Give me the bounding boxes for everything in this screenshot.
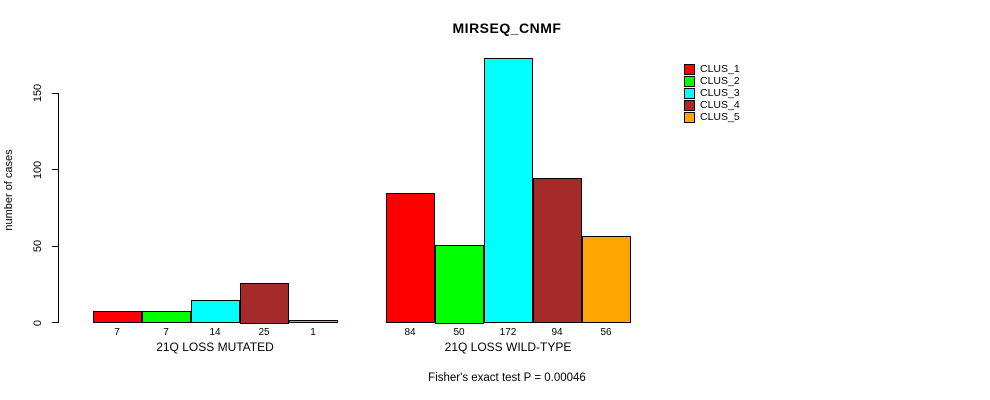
bar-group2-clus_2	[434, 245, 484, 324]
y-tick-label: 150	[32, 83, 44, 103]
y-axis-title: number of cases	[3, 149, 15, 231]
y-axis-line	[58, 93, 59, 323]
y-tick-label: 0	[32, 319, 44, 326]
bar-value-label: 14	[209, 327, 221, 338]
bar-value-label: 84	[404, 327, 416, 338]
legend-item: CLUS_2	[684, 75, 740, 87]
legend-swatch-icon	[684, 111, 695, 123]
legend-label: CLUS_4	[700, 99, 740, 111]
legend-label: CLUS_5	[700, 111, 740, 123]
group-label-1: 21Q LOSS MUTATED	[156, 340, 274, 354]
bar-group2-clus_4	[532, 177, 582, 324]
bar-group1-clus_4	[239, 283, 289, 324]
y-tick-mark	[52, 245, 59, 247]
group-label-2: 21Q LOSS WILD-TYPE	[444, 340, 572, 354]
bar-group1-clus_1	[92, 310, 142, 324]
y-tick-label: 100	[32, 160, 44, 179]
legend: CLUS_1 CLUS_2 CLUS_3 CLUS_4 CLUS_5	[684, 63, 740, 123]
legend-swatch-icon	[684, 87, 695, 99]
legend-item: CLUS_5	[684, 111, 740, 123]
bar-value-label: 1	[310, 327, 316, 338]
bar-value-label: 7	[114, 327, 120, 338]
bar-group2-clus_3	[483, 58, 533, 324]
bar-value-label: 94	[551, 327, 563, 338]
y-tick-mark	[52, 92, 59, 94]
y-tick-mark	[52, 169, 59, 170]
bar-value-label: 56	[600, 327, 612, 338]
legend-swatch-icon	[684, 99, 695, 111]
legend-item: CLUS_3	[684, 87, 740, 99]
legend-swatch-icon	[684, 63, 695, 75]
bar-value-label: 172	[499, 327, 517, 338]
bar-group1-clus_3	[190, 300, 240, 324]
bar-value-label: 25	[258, 327, 270, 338]
legend-item: CLUS_4	[684, 99, 740, 111]
bar-group2-clus_5	[581, 235, 631, 324]
legend-label: CLUS_3	[700, 87, 740, 99]
y-tick-label: 50	[32, 239, 44, 253]
bar-group2-clus_1	[385, 192, 435, 324]
bar-group1-clus_2	[141, 310, 191, 324]
legend-item: CLUS_1	[684, 63, 740, 75]
y-tick-mark	[52, 322, 59, 323]
bar-group1-clus_5	[288, 319, 338, 324]
fisher-test-caption: Fisher's exact test P = 0.00046	[428, 372, 586, 384]
legend-label: CLUS_2	[700, 75, 740, 87]
legend-label: CLUS_1	[700, 63, 740, 75]
legend-swatch-icon	[684, 75, 695, 87]
bar-value-label: 7	[163, 327, 169, 338]
bar-value-label: 50	[453, 327, 465, 338]
chart-title: MIRSEQ_CNMF	[452, 20, 562, 36]
